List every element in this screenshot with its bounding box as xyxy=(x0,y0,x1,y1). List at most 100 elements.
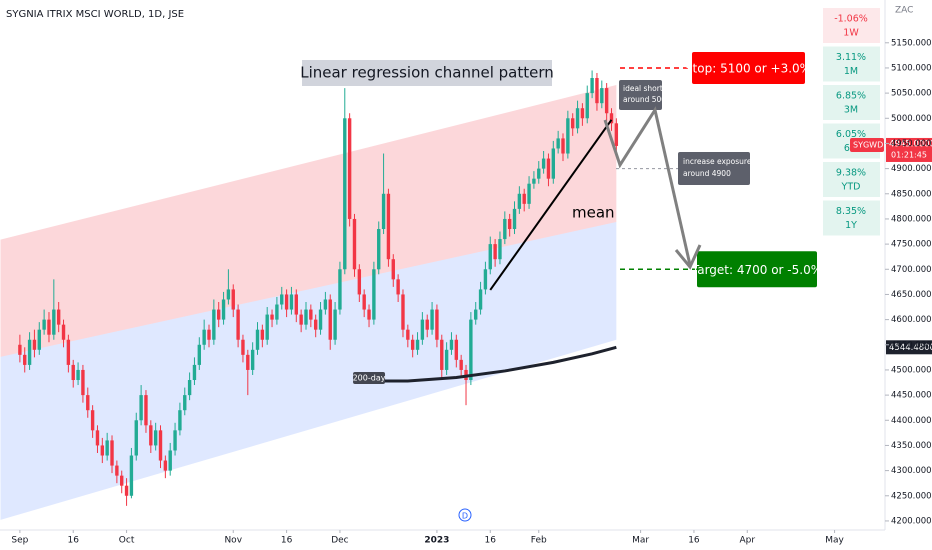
candle-body xyxy=(401,294,405,330)
candle-body xyxy=(260,329,265,340)
candle-body xyxy=(609,113,614,124)
candle-body xyxy=(81,369,85,396)
candle-body xyxy=(420,319,425,340)
candle-body xyxy=(561,138,565,154)
candle-body xyxy=(202,329,206,345)
candle-body xyxy=(391,259,395,280)
candle-body xyxy=(425,319,429,330)
candle-body xyxy=(328,299,332,340)
y-tick-label: 5000.0000 xyxy=(891,114,932,124)
candle-body xyxy=(454,339,459,360)
candle-body xyxy=(207,329,211,340)
ma-label-box xyxy=(353,372,386,385)
candle-body xyxy=(488,244,492,270)
candle-body xyxy=(163,460,168,471)
perf-value: 9.38% xyxy=(836,168,866,179)
y-tick-label: 4700.0000 xyxy=(891,265,932,275)
candle-body xyxy=(178,410,182,431)
perf-cell xyxy=(823,46,880,82)
arrow-head xyxy=(674,244,702,270)
x-tick-label: 2023 xyxy=(424,536,449,546)
y-tick-label: 4850.0000 xyxy=(891,189,932,199)
candle-body xyxy=(352,218,357,270)
candle-body xyxy=(309,309,313,320)
candle-body xyxy=(90,410,95,431)
candle-body xyxy=(304,309,308,325)
candle-body xyxy=(595,78,599,104)
candle-body xyxy=(483,269,488,290)
candle-body xyxy=(435,309,439,340)
x-tick-label: 16 xyxy=(281,536,293,546)
x-tick-label: 16 xyxy=(485,536,497,546)
candle-body xyxy=(444,349,449,370)
candle-body xyxy=(537,168,541,179)
y-tick-label: 4900.0000 xyxy=(891,164,932,174)
y-tick-label: 4550.0000 xyxy=(891,340,932,350)
price-tag xyxy=(886,137,932,162)
candle-body xyxy=(580,108,585,119)
candle-body xyxy=(183,395,187,411)
y-tick-label: 5050.0000 xyxy=(891,89,932,99)
y-tick-label: 4350.0000 xyxy=(891,441,932,451)
price-label: 4945.0000 xyxy=(889,139,932,149)
y-tick-label: 4200.0000 xyxy=(891,516,932,526)
candle-body xyxy=(212,309,216,340)
perf-cell xyxy=(823,8,880,43)
x-tick-label: Dec xyxy=(331,536,348,546)
candle-body xyxy=(100,445,105,456)
candle-body xyxy=(284,294,289,310)
candle-body xyxy=(173,430,177,451)
candle-body xyxy=(532,178,536,184)
candle-body xyxy=(517,193,522,209)
x-tick-label: 16 xyxy=(688,536,700,546)
candle-body xyxy=(323,299,328,310)
ma-line xyxy=(369,345,617,383)
target-label: Target: 4700 or -5.0% xyxy=(691,263,822,277)
scenario-arrow xyxy=(603,106,692,266)
y-tick-label: 4500.0000 xyxy=(891,365,932,375)
candle-body xyxy=(333,309,337,340)
note-text: ideal short entry xyxy=(623,84,686,93)
candle-body xyxy=(362,294,366,310)
candle-body xyxy=(197,344,202,365)
x-tick-label: Nov xyxy=(224,536,242,546)
candle-body xyxy=(556,138,560,149)
perf-cell xyxy=(823,85,880,120)
y-tick-label: 4800.0000 xyxy=(891,214,932,224)
candle-body xyxy=(381,193,386,230)
x-tick-label: Sep xyxy=(11,536,28,546)
candle-body xyxy=(129,455,134,496)
candle-body xyxy=(299,314,303,325)
candle-body xyxy=(37,329,41,350)
candle-body xyxy=(187,380,192,396)
countdown: 01:21:45 xyxy=(891,150,927,159)
candle-body xyxy=(134,420,138,456)
candle-body xyxy=(522,193,526,204)
candle-body xyxy=(614,123,619,146)
candle-body xyxy=(469,319,473,381)
candle-body xyxy=(66,339,71,365)
perf-value: -1.06% xyxy=(834,14,868,25)
candle-body xyxy=(110,440,114,466)
candle-body xyxy=(47,319,51,335)
candle-body xyxy=(280,294,284,305)
candle-body xyxy=(372,269,376,320)
perf-value: 3.11% xyxy=(836,52,866,63)
candle-body xyxy=(221,299,226,320)
candle-body xyxy=(585,93,589,119)
candle-body xyxy=(27,339,32,365)
candle-body xyxy=(250,349,255,370)
candle-body xyxy=(571,118,575,129)
candle-body xyxy=(120,475,124,486)
note-text: around 5000 xyxy=(623,95,671,104)
candle-body xyxy=(226,289,231,300)
candle-body xyxy=(546,158,551,179)
candle-body xyxy=(541,158,546,169)
candle-body xyxy=(275,304,279,320)
y-tick-label: 4300.0000 xyxy=(891,466,932,476)
candle-body xyxy=(42,319,46,330)
x-tick-label: Mar xyxy=(632,536,649,546)
perf-value: 6.85% xyxy=(836,91,866,102)
candle-body xyxy=(153,430,158,446)
perf-cell xyxy=(823,200,880,236)
